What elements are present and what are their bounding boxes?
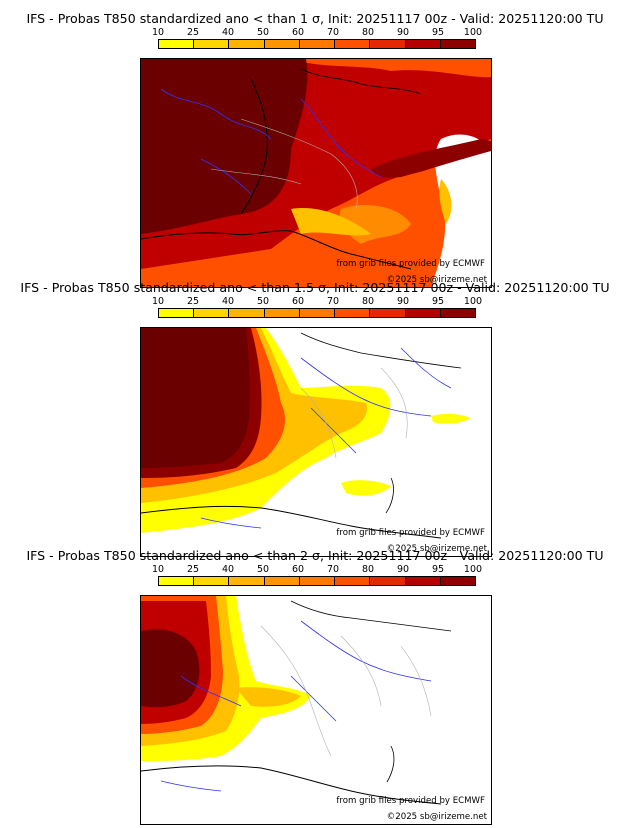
colorbar-swatch bbox=[264, 309, 300, 317]
colorbar-tick: 95 bbox=[431, 296, 445, 307]
map-panel-3: IFS - Probas T850 standardized ano < tha… bbox=[0, 548, 630, 825]
colorbar-tick: 80 bbox=[361, 296, 375, 307]
colorbar-tick: 60 bbox=[291, 27, 305, 38]
colorbar-swatch bbox=[370, 577, 406, 585]
colorbar-labels: 10 25 40 50 60 70 80 90 95 100 bbox=[148, 564, 488, 576]
colorbar-swatch bbox=[335, 577, 371, 585]
map-panel-1: IFS - Probas T850 standardized ano < tha… bbox=[0, 11, 630, 288]
colorbar-swatch bbox=[229, 40, 265, 48]
colorbar-swatch bbox=[194, 309, 230, 317]
probability-map: from grib files provided by ECMWF ©2025 … bbox=[140, 327, 492, 557]
colorbar-tick: 50 bbox=[256, 564, 270, 575]
colorbar-swatch bbox=[159, 40, 195, 48]
probability-map: from grib files provided by ECMWF ©2025 … bbox=[140, 595, 492, 825]
map-graphic bbox=[141, 59, 491, 287]
colorbar-swatch bbox=[159, 577, 195, 585]
colorbar-tick: 80 bbox=[361, 564, 375, 575]
colorbar-swatch bbox=[264, 577, 300, 585]
colorbar-swatch bbox=[194, 40, 230, 48]
colorbar-swatch bbox=[299, 577, 336, 585]
panel-title: IFS - Probas T850 standardized ano < tha… bbox=[26, 548, 604, 563]
colorbar-swatch bbox=[440, 40, 475, 48]
colorbar-tick: 50 bbox=[256, 296, 270, 307]
copyright-credit: ©2025 sb@irizeme.net bbox=[386, 544, 487, 554]
colorbar-swatch bbox=[229, 309, 265, 317]
colorbar-tick: 10 bbox=[151, 27, 165, 38]
map-panel-2: IFS - Probas T850 standardized ano < tha… bbox=[0, 280, 630, 557]
copyright-credit: ©2025 sb@irizeme.net bbox=[386, 275, 487, 285]
colorbar-swatch bbox=[440, 309, 475, 317]
colorbar-swatch bbox=[229, 577, 265, 585]
colorbar-tick: 95 bbox=[431, 564, 445, 575]
colorbar-swatch bbox=[335, 40, 371, 48]
copyright-credit: ©2025 sb@irizeme.net bbox=[386, 812, 487, 822]
source-credit: from grib files provided by ECMWF bbox=[336, 528, 485, 538]
colorbar-labels: 10 25 40 50 60 70 80 90 95 100 bbox=[148, 296, 488, 308]
colorbar-swatch bbox=[405, 40, 441, 48]
colorbar-swatch bbox=[405, 309, 441, 317]
colorbar-swatch bbox=[440, 577, 475, 585]
colorbar-swatch bbox=[370, 40, 406, 48]
colorbar-tick: 10 bbox=[151, 564, 165, 575]
colorbar-tick: 100 bbox=[463, 564, 483, 575]
colorbar-tick: 70 bbox=[326, 27, 340, 38]
colorbar bbox=[158, 576, 476, 586]
colorbar-swatch bbox=[405, 577, 441, 585]
colorbar-swatch bbox=[194, 577, 230, 585]
colorbar-tick: 70 bbox=[326, 296, 340, 307]
colorbar bbox=[158, 39, 476, 49]
colorbar-tick: 80 bbox=[361, 27, 375, 38]
colorbar-tick: 25 bbox=[186, 27, 200, 38]
colorbar-swatch bbox=[370, 309, 406, 317]
colorbar-swatch bbox=[159, 309, 195, 317]
colorbar-tick: 50 bbox=[256, 27, 270, 38]
colorbar-tick: 100 bbox=[463, 27, 483, 38]
colorbar-tick: 90 bbox=[396, 564, 410, 575]
colorbar-tick: 60 bbox=[291, 296, 305, 307]
colorbar-tick: 25 bbox=[186, 564, 200, 575]
panel-title: IFS - Probas T850 standardized ano < tha… bbox=[20, 280, 610, 295]
colorbar-tick: 70 bbox=[326, 564, 340, 575]
colorbar-swatch bbox=[264, 40, 300, 48]
map-graphic bbox=[141, 328, 491, 556]
source-credit: from grib files provided by ECMWF bbox=[336, 259, 485, 269]
panel-title: IFS - Probas T850 standardized ano < tha… bbox=[26, 11, 604, 26]
colorbar-tick: 40 bbox=[221, 564, 235, 575]
colorbar-swatch bbox=[299, 40, 336, 48]
colorbar-tick: 90 bbox=[396, 296, 410, 307]
colorbar-labels: 10 25 40 50 60 70 80 90 95 100 bbox=[148, 27, 488, 39]
colorbar-tick: 95 bbox=[431, 27, 445, 38]
colorbar-swatch bbox=[299, 309, 336, 317]
colorbar-tick: 25 bbox=[186, 296, 200, 307]
colorbar-tick: 90 bbox=[396, 27, 410, 38]
source-credit: from grib files provided by ECMWF bbox=[336, 796, 485, 806]
colorbar-tick: 40 bbox=[221, 296, 235, 307]
colorbar-tick: 10 bbox=[151, 296, 165, 307]
colorbar-tick: 40 bbox=[221, 27, 235, 38]
map-graphic bbox=[141, 596, 491, 824]
probability-map: from grib files provided by ECMWF ©2025 … bbox=[140, 58, 492, 288]
colorbar-tick: 60 bbox=[291, 564, 305, 575]
colorbar-tick: 100 bbox=[463, 296, 483, 307]
colorbar bbox=[158, 308, 476, 318]
colorbar-swatch bbox=[335, 309, 371, 317]
